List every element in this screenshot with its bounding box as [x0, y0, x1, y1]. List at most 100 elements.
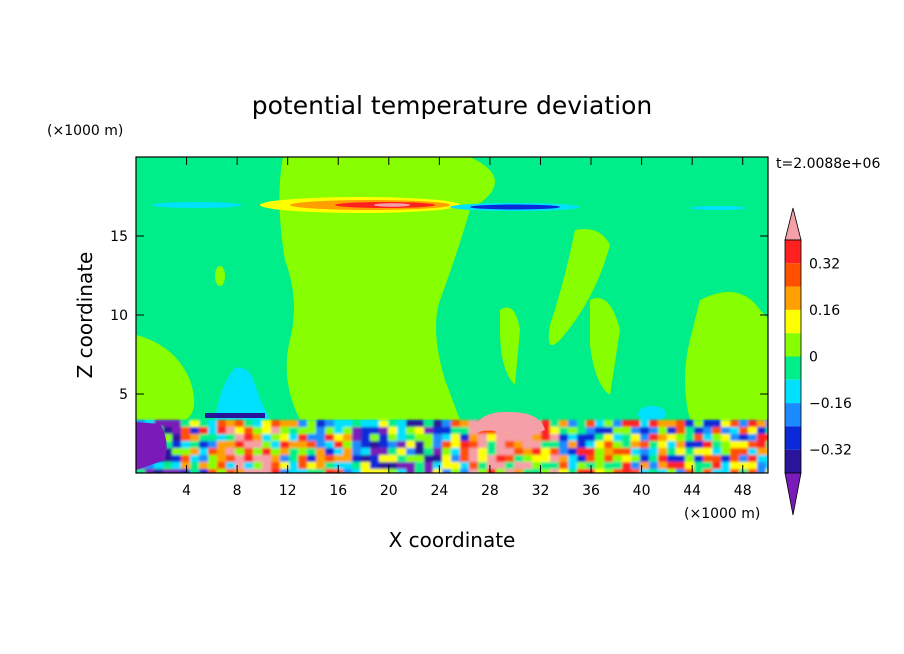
turbulence-cell — [721, 469, 731, 473]
colorbar-tick-label: −0.16 — [809, 396, 852, 412]
turbulence-cell — [280, 441, 290, 449]
turbulence-cell — [622, 420, 632, 428]
turbulence-cell — [712, 420, 722, 428]
turbulence-cell — [658, 455, 668, 463]
turbulence-cell — [334, 462, 344, 470]
turbulence-cell — [424, 434, 434, 442]
turbulence-cell — [460, 448, 470, 456]
turbulence-cell — [604, 441, 614, 449]
turbulence-cell — [532, 455, 542, 463]
turbulence-cell — [406, 441, 416, 449]
turbulence-cell — [451, 420, 461, 428]
turbulence-cell — [460, 434, 470, 442]
turbulence-cell — [352, 434, 362, 442]
turbulence-cell — [244, 434, 254, 442]
turbulence-cell — [577, 469, 587, 473]
turbulence-cell — [667, 420, 677, 428]
turbulence-cell — [235, 434, 245, 442]
turbulence-cell — [298, 427, 308, 435]
turbulence-cell — [586, 427, 596, 435]
turbulence-cell — [316, 427, 326, 435]
purple-patch-left — [136, 422, 167, 470]
turbulence-cell — [595, 427, 605, 435]
turbulence-cell — [730, 427, 740, 435]
turbulence-cell — [559, 427, 569, 435]
turbulence-cell — [604, 427, 614, 435]
turbulence-cell — [478, 434, 488, 442]
turbulence-cell — [667, 469, 677, 473]
turbulence-cell — [325, 434, 335, 442]
cyan-plume — [215, 367, 270, 420]
turbulence-cell — [370, 462, 380, 470]
turbulence-cell — [262, 427, 272, 435]
turbulence-cell — [541, 469, 551, 473]
turbulence-cell — [739, 427, 749, 435]
x-tick-label: 12 — [279, 483, 297, 499]
turbulence-cell — [352, 469, 362, 473]
turbulence-cell — [505, 441, 515, 449]
turbulence-cell — [388, 455, 398, 463]
turbulence-cell — [649, 427, 659, 435]
turbulence-cell — [262, 462, 272, 470]
turbulence-cell — [604, 420, 614, 428]
chart-title: potential temperature deviation — [252, 91, 652, 120]
turbulence-cell — [415, 462, 425, 470]
turbulence-cell — [415, 441, 425, 449]
turbulence-cell — [271, 448, 281, 456]
turbulence-cell — [694, 441, 704, 449]
turbulence-cell — [253, 441, 263, 449]
upper-anomaly-band — [152, 197, 746, 213]
x-axis-title: X coordinate — [389, 528, 516, 552]
turbulence-cell — [622, 427, 632, 435]
turbulence-cell — [613, 448, 623, 456]
turbulence-cell — [379, 469, 389, 473]
x-tick-label: 40 — [633, 483, 651, 499]
turbulence-cell — [208, 434, 218, 442]
turbulence-cell — [244, 448, 254, 456]
turbulence-cell — [667, 441, 677, 449]
turbulence-cell — [172, 441, 182, 449]
turbulence-cell — [361, 469, 371, 473]
turbulence-cell — [514, 441, 524, 449]
turbulence-cell — [199, 455, 209, 463]
turbulence-cell — [397, 434, 407, 442]
turbulence-cell — [307, 427, 317, 435]
y-axis-ticks: 5 10 15 — [110, 229, 768, 403]
turbulence-cell — [388, 462, 398, 470]
turbulence-cell — [667, 427, 677, 435]
turbulence-cell — [289, 420, 299, 428]
colorbar-band — [785, 449, 801, 473]
turbulence-cell — [712, 434, 722, 442]
turbulence-cell — [640, 420, 650, 428]
turbulence-cell — [271, 427, 281, 435]
turbulence-cell — [226, 455, 236, 463]
central-positive-column — [279, 157, 495, 420]
turbulence-cell — [505, 462, 515, 470]
turbulence-cell — [595, 420, 605, 428]
turbulence-cell — [442, 455, 452, 463]
turbulence-cell — [658, 462, 668, 470]
turbulence-cell — [757, 427, 767, 435]
turbulence-cell — [694, 462, 704, 470]
turbulence-cell — [730, 441, 740, 449]
colorbar-band — [785, 286, 801, 310]
turbulence-cell — [550, 448, 560, 456]
turbulence-cell — [181, 469, 191, 473]
turbulence-cell — [424, 427, 434, 435]
turbulence-cell — [631, 455, 641, 463]
turbulence-cell — [343, 441, 353, 449]
turbulence-cell — [694, 427, 704, 435]
turbulence-cell — [406, 469, 416, 473]
turbulence-cell — [451, 455, 461, 463]
turbulence-cell — [424, 455, 434, 463]
turbulence-cell — [514, 469, 524, 473]
turbulence-cell — [397, 469, 407, 473]
turbulence-cell — [703, 441, 713, 449]
turbulence-cell — [676, 462, 686, 470]
turbulence-cell — [712, 469, 722, 473]
turbulence-cell — [172, 427, 182, 435]
right-positive-region — [685, 292, 768, 420]
y-tick-label: 10 — [110, 308, 128, 324]
turbulence-cell — [640, 448, 650, 456]
turbulence-cell — [586, 448, 596, 456]
